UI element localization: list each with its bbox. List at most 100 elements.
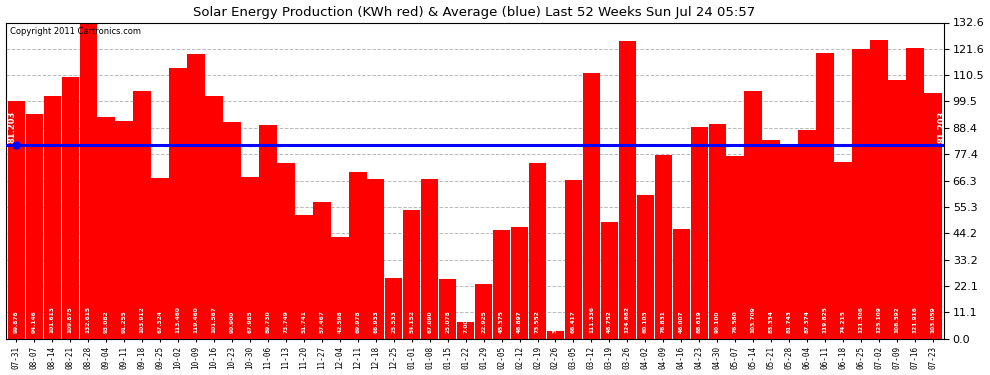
- Text: 45.375: 45.375: [499, 310, 504, 333]
- Bar: [744, 92, 762, 339]
- Bar: [116, 121, 133, 339]
- Text: 101.567: 101.567: [212, 306, 217, 333]
- Text: 119.460: 119.460: [194, 306, 199, 333]
- Text: 67.090: 67.090: [427, 310, 433, 333]
- Text: 25.078: 25.078: [446, 310, 450, 333]
- Text: 90.100: 90.100: [715, 310, 720, 333]
- Text: 94.146: 94.146: [32, 310, 37, 333]
- Bar: [798, 130, 816, 339]
- Bar: [134, 91, 150, 339]
- Bar: [870, 40, 888, 339]
- Bar: [331, 237, 348, 339]
- Text: 7.009: 7.009: [463, 314, 468, 333]
- Bar: [780, 144, 798, 339]
- Bar: [259, 125, 276, 339]
- Bar: [835, 162, 851, 339]
- Text: 54.152: 54.152: [409, 310, 414, 333]
- Text: 3.152: 3.152: [553, 314, 558, 333]
- Bar: [762, 140, 780, 339]
- Text: 99.876: 99.876: [14, 310, 19, 333]
- Bar: [601, 222, 618, 339]
- Bar: [151, 178, 169, 339]
- Text: 89.730: 89.730: [265, 310, 270, 333]
- Text: 73.552: 73.552: [535, 310, 540, 333]
- Bar: [205, 96, 223, 339]
- Bar: [546, 331, 564, 339]
- Text: 83.334: 83.334: [768, 310, 773, 333]
- Bar: [493, 231, 510, 339]
- Text: 60.103: 60.103: [643, 310, 647, 333]
- Bar: [277, 163, 295, 339]
- Text: 101.613: 101.613: [50, 306, 54, 333]
- Text: 109.875: 109.875: [67, 306, 72, 333]
- Bar: [224, 122, 241, 339]
- Text: 74.215: 74.215: [841, 310, 845, 333]
- Text: 103.709: 103.709: [750, 306, 755, 333]
- Text: 81.203: 81.203: [7, 110, 17, 142]
- Title: Solar Energy Production (KWh red) & Average (blue) Last 52 Weeks Sun Jul 24 05:5: Solar Energy Production (KWh red) & Aver…: [193, 6, 755, 18]
- Bar: [709, 124, 726, 339]
- Text: Copyright 2011 Cartronics.com: Copyright 2011 Cartronics.com: [10, 27, 142, 36]
- Text: 121.916: 121.916: [913, 306, 918, 333]
- Bar: [529, 163, 546, 339]
- Text: 103.912: 103.912: [140, 306, 145, 333]
- Text: 73.749: 73.749: [283, 310, 288, 333]
- Text: 81.743: 81.743: [787, 310, 792, 333]
- Text: 46.897: 46.897: [517, 310, 522, 333]
- Bar: [852, 50, 869, 339]
- Text: 69.978: 69.978: [355, 310, 360, 333]
- Text: 93.082: 93.082: [104, 310, 109, 333]
- Bar: [888, 80, 906, 339]
- Bar: [619, 41, 637, 339]
- Bar: [349, 172, 366, 339]
- Bar: [906, 48, 924, 339]
- Text: 113.460: 113.460: [175, 306, 180, 333]
- Text: 76.831: 76.831: [660, 310, 666, 333]
- Bar: [8, 100, 25, 339]
- Text: 125.109: 125.109: [876, 306, 881, 333]
- Text: 57.467: 57.467: [320, 310, 325, 333]
- Bar: [403, 210, 421, 339]
- Bar: [564, 180, 582, 339]
- Bar: [169, 68, 187, 339]
- Bar: [242, 177, 258, 339]
- Text: 81.203: 81.203: [938, 110, 946, 142]
- Bar: [313, 202, 331, 339]
- Text: 67.324: 67.324: [157, 310, 162, 333]
- Text: 42.598: 42.598: [338, 310, 343, 333]
- Text: 46.007: 46.007: [679, 310, 684, 333]
- Text: 108.392: 108.392: [894, 306, 900, 333]
- Bar: [475, 284, 492, 339]
- Text: 90.900: 90.900: [230, 310, 235, 333]
- Text: 25.533: 25.533: [391, 310, 396, 333]
- Text: 103.059: 103.059: [931, 306, 936, 333]
- Text: 121.306: 121.306: [858, 306, 863, 333]
- Bar: [187, 54, 205, 339]
- Bar: [727, 156, 743, 339]
- Text: 76.580: 76.580: [733, 310, 738, 333]
- Bar: [691, 128, 708, 339]
- Bar: [457, 322, 474, 339]
- Bar: [583, 73, 600, 339]
- Bar: [367, 179, 384, 339]
- Bar: [925, 93, 941, 339]
- Text: 67.985: 67.985: [248, 310, 252, 333]
- Text: 88.619: 88.619: [697, 310, 702, 333]
- Bar: [421, 179, 439, 339]
- Bar: [654, 156, 672, 339]
- Bar: [385, 278, 403, 339]
- Bar: [26, 114, 43, 339]
- Text: 119.825: 119.825: [823, 306, 828, 333]
- Bar: [817, 53, 834, 339]
- Text: 91.255: 91.255: [122, 310, 127, 333]
- Text: 51.741: 51.741: [301, 310, 306, 333]
- Bar: [637, 195, 654, 339]
- Bar: [511, 227, 529, 339]
- Bar: [295, 215, 313, 339]
- Bar: [61, 76, 79, 339]
- Text: 124.682: 124.682: [625, 306, 630, 333]
- Text: 66.933: 66.933: [373, 310, 378, 333]
- Bar: [79, 22, 97, 339]
- Bar: [672, 229, 690, 339]
- Text: 111.336: 111.336: [589, 306, 594, 333]
